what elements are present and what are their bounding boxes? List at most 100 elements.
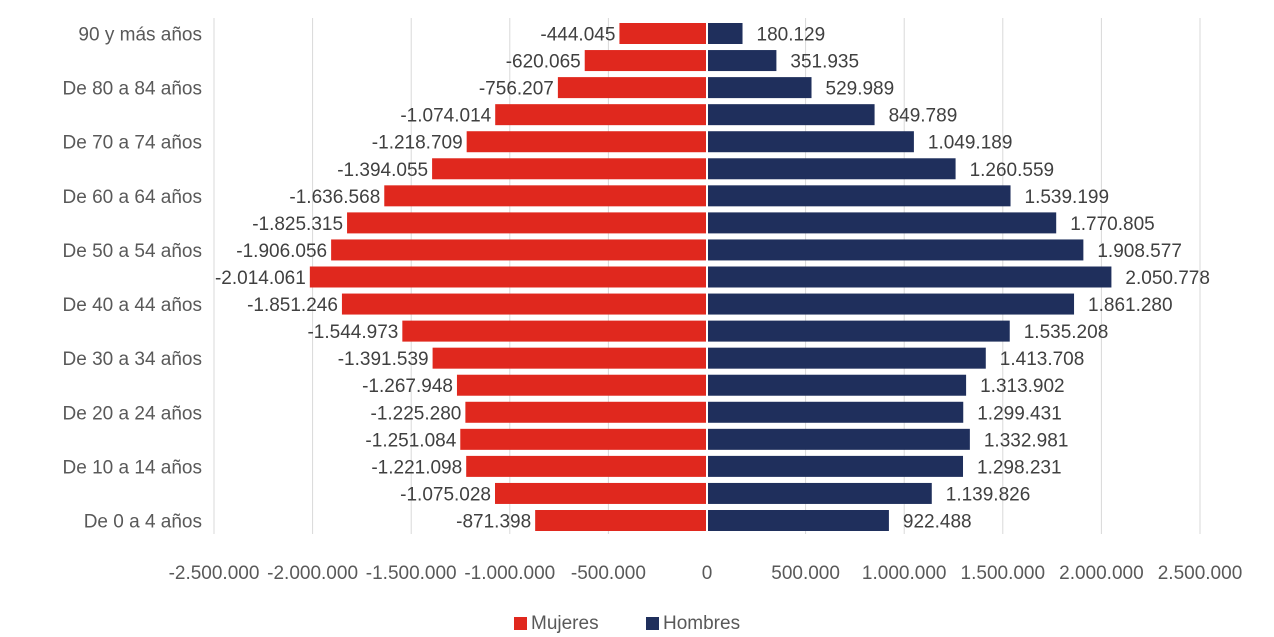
- data-label-hombres: 529.989: [826, 79, 895, 100]
- category-label: De 60 a 64 años: [63, 187, 202, 208]
- bar-hombres: [707, 401, 964, 423]
- legend: Mujeres Hombres: [514, 613, 740, 634]
- bar-hombres: [707, 374, 967, 396]
- data-label-mujeres: -1.267.948: [362, 376, 453, 397]
- x-axis-ticks: -2.500.000 -2.000.000 -1.500.000 -1.000.000…: [169, 563, 1243, 584]
- x-tick-label: 2.000.000: [1059, 563, 1144, 584]
- category-labels: De 0 a 4 años De 10 a 14 años De 20 a 24 a…: [63, 25, 202, 533]
- data-label-mujeres: -1.636.568: [289, 187, 380, 208]
- bar-hombres: [707, 239, 1084, 261]
- data-label-hombres: 1.413.708: [1000, 349, 1085, 370]
- bar-mujeres: [347, 212, 707, 234]
- data-label-hombres: 1.260.559: [970, 160, 1055, 181]
- bar-hombres: [707, 158, 956, 180]
- bar-mujeres: [341, 293, 707, 315]
- x-tick-label: -1.500.000: [366, 563, 457, 584]
- bar-mujeres: [432, 347, 707, 369]
- bar-hombres: [707, 510, 889, 531]
- data-label-hombres: 180.129: [757, 25, 826, 46]
- data-label-hombres: 1.539.199: [1025, 187, 1110, 208]
- bar-mujeres: [535, 510, 707, 531]
- data-label-mujeres: -2.014.061: [215, 268, 306, 289]
- data-label-hombres: 1.861.280: [1088, 295, 1173, 316]
- data-label-mujeres: -1.851.246: [247, 295, 338, 316]
- x-tick-label: 1.000.000: [862, 563, 947, 584]
- data-label-mujeres: -444.045: [540, 25, 615, 46]
- legend-swatch-mujeres: [514, 617, 527, 630]
- x-tick-label: 0: [702, 563, 713, 584]
- data-label-mujeres: -1.074.014: [400, 106, 491, 127]
- data-label-mujeres: -620.065: [506, 52, 581, 73]
- category-label: De 80 a 84 años: [63, 79, 202, 100]
- data-label-hombres: 1.535.208: [1024, 322, 1109, 343]
- bar-hombres: [707, 266, 1112, 288]
- data-label-hombres: 2.050.778: [1125, 268, 1210, 289]
- bar-hombres: [707, 131, 914, 153]
- data-label-hombres: 1.332.981: [984, 430, 1069, 451]
- category-label: De 20 a 24 años: [63, 403, 202, 424]
- data-label-hombres: 1.299.431: [977, 403, 1062, 424]
- bar-mujeres: [495, 104, 707, 126]
- bar-mujeres: [584, 50, 707, 72]
- bar-mujeres: [495, 482, 707, 504]
- bar-hombres: [707, 185, 1011, 207]
- bar-mujeres: [466, 131, 707, 153]
- data-label-mujeres: -756.207: [479, 79, 554, 100]
- data-label-mujeres: -1.825.315: [252, 214, 343, 235]
- data-label-mujeres: -1.075.028: [400, 484, 491, 505]
- category-label: De 40 a 44 años: [63, 295, 202, 316]
- bar-mujeres: [309, 266, 707, 288]
- bar-hombres: [707, 320, 1010, 342]
- bar-hombres: [707, 293, 1075, 315]
- bar-mujeres: [619, 23, 707, 44]
- data-label-mujeres: -1.218.709: [372, 133, 463, 154]
- data-label-hombres: 849.789: [889, 106, 958, 127]
- legend-label-mujeres: Mujeres: [531, 613, 599, 634]
- data-label-hombres: 1.908.577: [1097, 241, 1182, 262]
- data-label-hombres: 1.313.902: [980, 376, 1065, 397]
- data-label-mujeres: -1.391.539: [338, 349, 429, 370]
- bar-hombres: [707, 77, 812, 99]
- bars: [309, 18, 1112, 534]
- bar-hombres: [707, 428, 970, 450]
- data-label-hombres: 1.139.826: [946, 484, 1031, 505]
- bar-hombres: [707, 23, 743, 44]
- x-tick-label: -2.500.000: [169, 563, 260, 584]
- bar-hombres: [707, 347, 986, 369]
- data-label-hombres: 922.488: [903, 512, 972, 533]
- category-label: De 70 a 74 años: [63, 133, 202, 154]
- x-tick-label: 2.500.000: [1158, 563, 1243, 584]
- bar-mujeres: [331, 239, 707, 261]
- x-tick-label: -500.000: [571, 563, 646, 584]
- data-label-mujeres: -871.398: [456, 512, 531, 533]
- data-label-hombres: 1.049.189: [928, 133, 1013, 154]
- bar-hombres: [707, 50, 777, 72]
- category-label: De 50 a 54 años: [63, 241, 202, 262]
- bar-hombres: [707, 104, 875, 126]
- bar-mujeres: [384, 185, 707, 207]
- bar-hombres: [707, 455, 964, 477]
- bar-mujeres: [465, 401, 707, 423]
- data-labels: -871.398 -1.075.028 -1.221.098 -1.251.084 -1…: [215, 25, 1210, 533]
- x-tick-label: 1.500.000: [961, 563, 1046, 584]
- x-tick-label: 500.000: [771, 563, 840, 584]
- x-tick-label: -1.000.000: [464, 563, 555, 584]
- category-label: 90 y más años: [78, 25, 202, 46]
- data-label-mujeres: -1.906.056: [236, 241, 327, 262]
- bar-hombres: [707, 482, 932, 504]
- bar-mujeres: [456, 374, 707, 396]
- legend-label-hombres: Hombres: [663, 613, 740, 634]
- legend-swatch-hombres: [646, 617, 659, 630]
- data-label-mujeres: -1.544.973: [307, 322, 398, 343]
- category-label: De 30 a 34 años: [63, 349, 202, 370]
- bar-hombres: [707, 212, 1057, 234]
- category-label: De 0 a 4 años: [84, 512, 202, 533]
- x-tick-label: -2.000.000: [267, 563, 358, 584]
- category-label: De 10 a 14 años: [63, 457, 202, 478]
- bar-mujeres: [402, 320, 707, 342]
- bar-mujeres: [460, 428, 707, 450]
- data-label-mujeres: -1.225.280: [371, 403, 462, 424]
- bar-mujeres: [466, 455, 707, 477]
- data-label-mujeres: -1.221.098: [371, 457, 462, 478]
- data-label-hombres: 351.935: [790, 52, 859, 73]
